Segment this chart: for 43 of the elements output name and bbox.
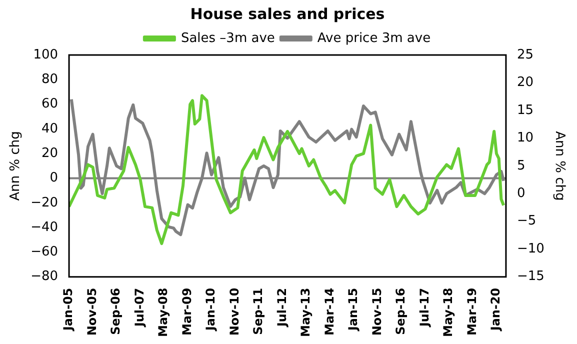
legend-label: Ave price 3m ave	[317, 30, 431, 46]
x-tick-label: Mar-09	[180, 288, 194, 336]
x-tick-label: May-18	[441, 288, 456, 337]
y-tick-label: −60	[30, 244, 58, 260]
x-tick-label: Mar-14	[322, 288, 336, 336]
x-tick-label: Nov-05	[84, 288, 99, 336]
x-tick-label: Nov-15	[370, 288, 384, 336]
y2-axis-title: Ann % chg	[552, 131, 567, 201]
x-tick-label: May-08	[156, 288, 170, 337]
x-tick-label: Mar-19	[464, 288, 479, 336]
y2-tick-label: −15	[516, 269, 544, 284]
y-tick-label: 20	[41, 146, 58, 161]
y-tick-label: 80	[41, 72, 58, 88]
x-tick-label: Jul-07	[132, 288, 146, 328]
x-tick-label: Sep-11	[251, 288, 266, 335]
x-tick-label: Jan-20	[488, 288, 503, 332]
x-tick-label: Jan-05	[61, 288, 76, 332]
y2-tick-label: 10	[516, 130, 534, 146]
y-tick-label: −20	[30, 195, 58, 210]
x-tick-label: Jan-10	[204, 288, 218, 332]
y2-tick-label: 20	[516, 75, 534, 90]
y-tick-label: 100	[33, 47, 58, 62]
legend-label: Sales –3m ave	[180, 30, 275, 46]
x-tick-label: Nov-10	[227, 288, 242, 336]
y-axis-title: Ann % chg	[8, 131, 24, 201]
y2-tick-label: 15	[516, 102, 534, 118]
y2-tick-label: 25	[516, 47, 534, 62]
x-tick-label: Sep-06	[108, 288, 123, 335]
y2-tick-label: 0	[516, 186, 526, 202]
y-tick-label: −40	[30, 220, 58, 235]
y2-tick-label: −10	[516, 241, 544, 256]
y2-tick-label: −5	[516, 214, 536, 229]
x-tick-label: May-13	[298, 288, 313, 337]
y2-tick-label: 5	[516, 158, 526, 174]
x-tick-label: Jan-15	[346, 288, 360, 332]
y-tick-label: −80	[30, 269, 58, 284]
x-tick-label: Jul-17	[417, 288, 432, 328]
y-tick-label: 0	[50, 170, 58, 186]
y-tick-label: 40	[41, 121, 58, 136]
x-tick-label: Jul-12	[274, 288, 289, 328]
x-tick-label: Sep-16	[394, 288, 408, 335]
chart-title: House sales and prices	[190, 4, 385, 23]
y-tick-label: 60	[41, 96, 58, 112]
